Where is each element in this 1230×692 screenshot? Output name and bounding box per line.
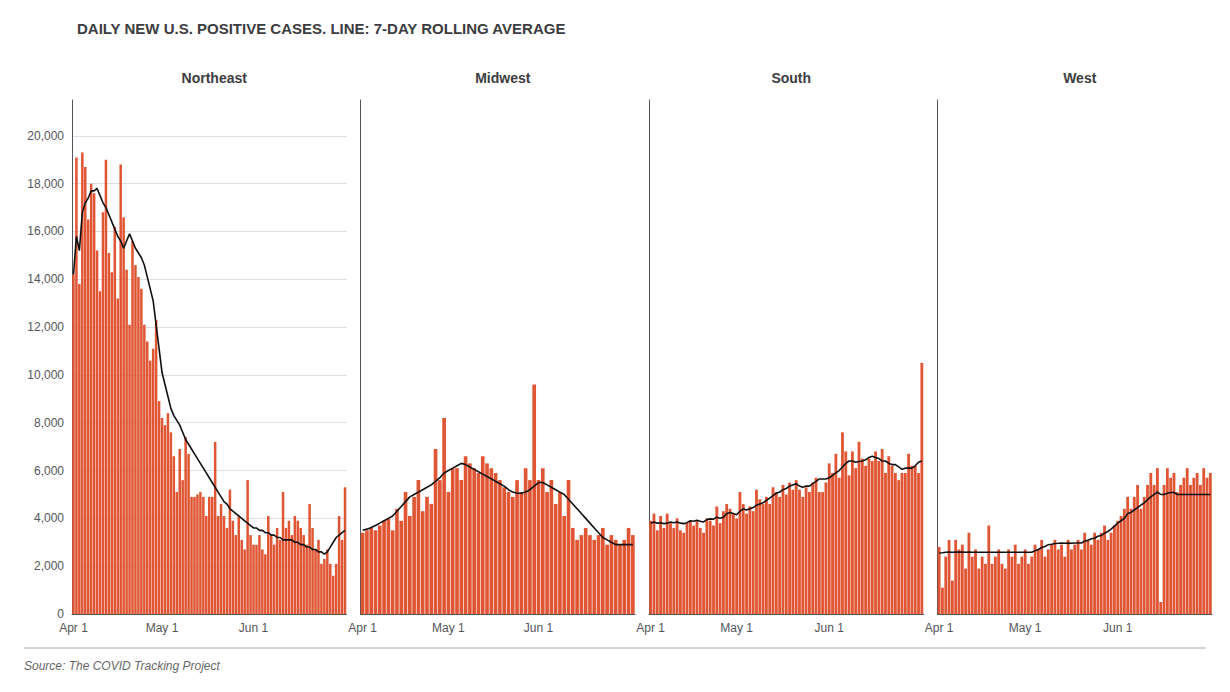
- svg-text:0: 0: [57, 607, 64, 621]
- svg-text:6,000: 6,000: [34, 464, 64, 478]
- svg-text:16,000: 16,000: [27, 224, 64, 238]
- svg-text:Apr 1: Apr 1: [636, 621, 665, 635]
- svg-text:18,000: 18,000: [27, 177, 64, 191]
- svg-text:2,000: 2,000: [34, 559, 64, 573]
- svg-text:West: West: [1063, 70, 1097, 86]
- svg-text:Jun 1: Jun 1: [1103, 621, 1133, 635]
- svg-text:May 1: May 1: [146, 621, 179, 635]
- svg-text:Apr 1: Apr 1: [348, 621, 377, 635]
- svg-text:4,000: 4,000: [34, 511, 64, 525]
- svg-text:10,000: 10,000: [27, 368, 64, 382]
- svg-text:Apr 1: Apr 1: [925, 621, 954, 635]
- svg-text:14,000: 14,000: [27, 272, 64, 286]
- svg-text:DAILY NEW U.S. POSITIVE CASES.: DAILY NEW U.S. POSITIVE CASES. LINE: 7-D…: [77, 20, 565, 37]
- svg-text:12,000: 12,000: [27, 320, 64, 334]
- svg-text:Jun 1: Jun 1: [815, 621, 845, 635]
- svg-text:Apr 1: Apr 1: [59, 621, 88, 635]
- svg-text:20,000: 20,000: [27, 129, 64, 143]
- svg-text:May 1: May 1: [720, 621, 753, 635]
- svg-text:Source: The COVID Tracking Pro: Source: The COVID Tracking Project: [24, 659, 221, 673]
- svg-text:8,000: 8,000: [34, 416, 64, 430]
- svg-text:May 1: May 1: [1009, 621, 1042, 635]
- svg-text:Midwest: Midwest: [475, 70, 531, 86]
- svg-text:May 1: May 1: [432, 621, 465, 635]
- svg-text:South: South: [771, 70, 811, 86]
- svg-text:Northeast: Northeast: [182, 70, 248, 86]
- svg-text:Jun 1: Jun 1: [524, 621, 554, 635]
- svg-text:Jun 1: Jun 1: [239, 621, 269, 635]
